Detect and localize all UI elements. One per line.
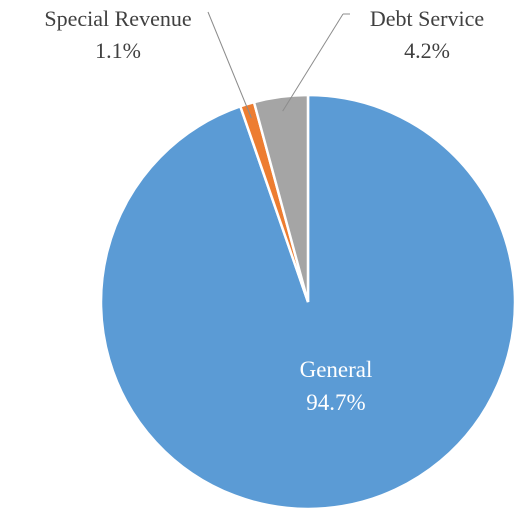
pie-slice-debt-service — [252, 93, 310, 303]
label-general-value: 94.7% — [306, 390, 365, 415]
leader-lines — [207, 11, 350, 119]
label-special-revenue-value: 1.1% — [95, 38, 141, 63]
leader-line-debt-service — [282, 13, 344, 112]
label-special-revenue-name: Special Revenue — [44, 6, 191, 31]
label-general-name: General — [300, 357, 373, 382]
label-debt-service-name: Debt Service — [370, 6, 484, 31]
label-debt-service-value: 4.2% — [404, 38, 450, 63]
pie-slices — [99, 93, 517, 509]
leader-line-special-revenue — [207, 11, 252, 119]
